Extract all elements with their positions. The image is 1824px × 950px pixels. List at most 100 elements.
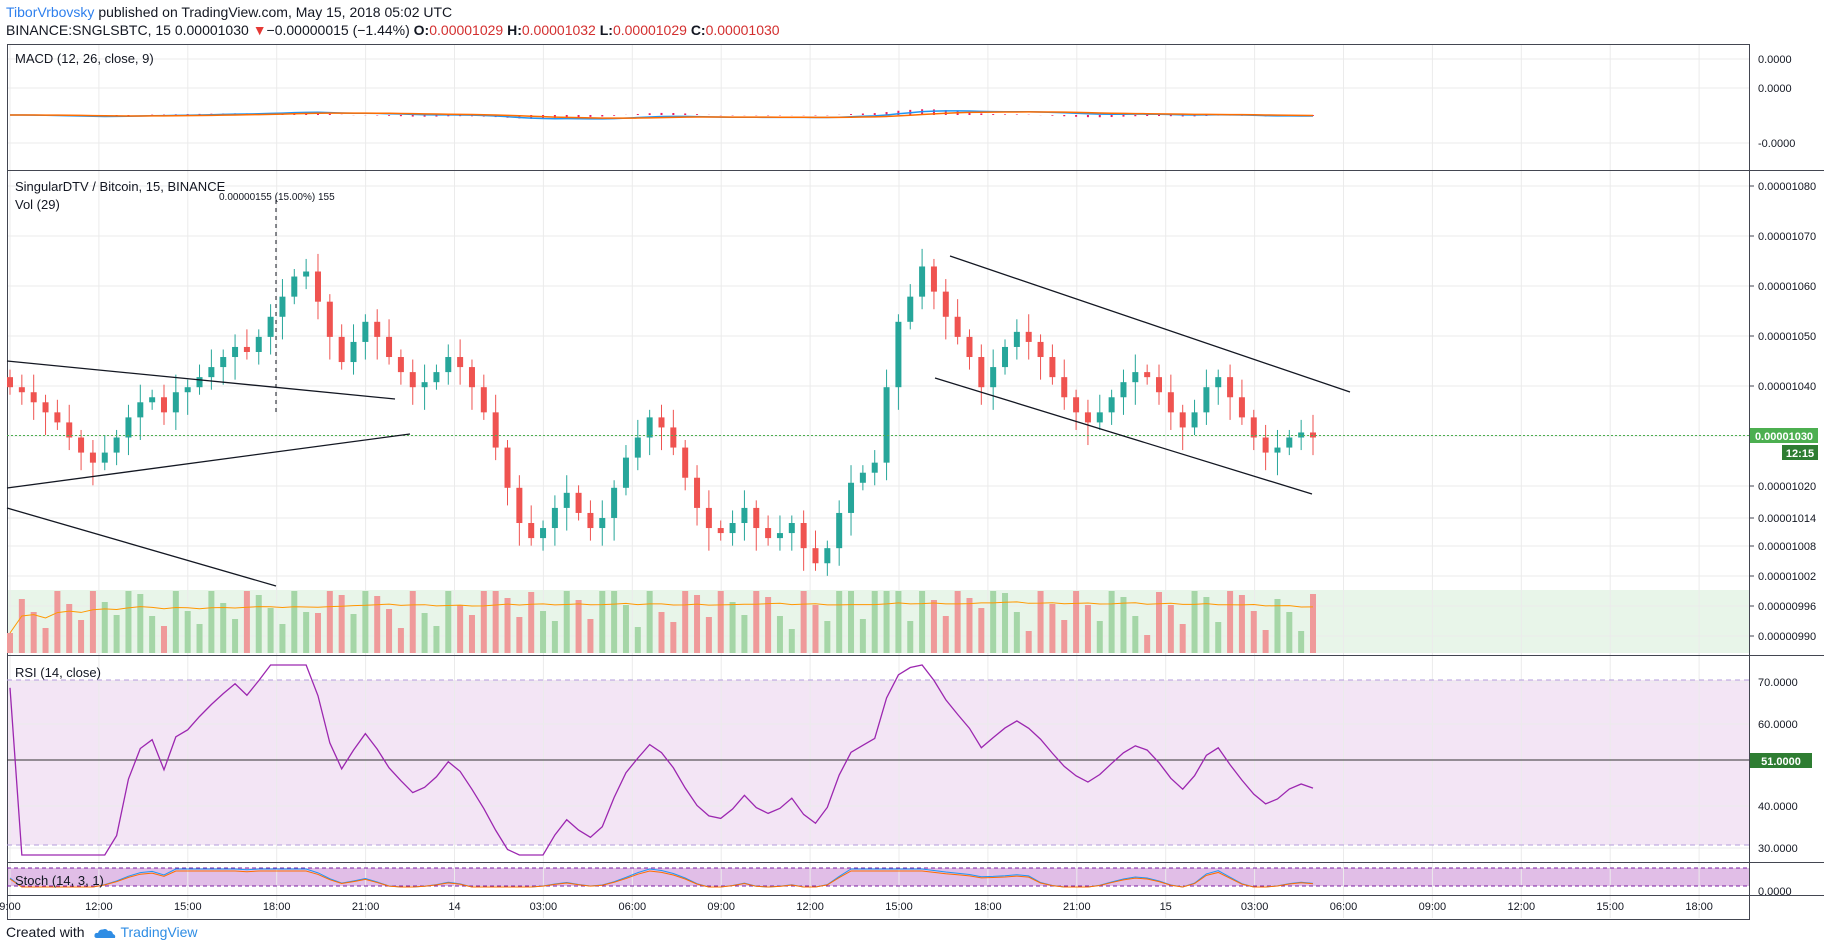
volume-bar xyxy=(658,612,665,653)
volume-bar xyxy=(990,591,997,653)
candle-body xyxy=(599,517,606,529)
volume-bars xyxy=(7,591,1316,653)
volume-bar xyxy=(18,599,25,653)
candle-body xyxy=(575,492,582,513)
volume-bar xyxy=(871,591,878,653)
volume-bar xyxy=(859,619,866,653)
candle-body xyxy=(1262,437,1269,453)
candle-body xyxy=(89,452,96,463)
candle-body xyxy=(1037,341,1044,358)
time-tick-label: 12:00 xyxy=(796,901,824,913)
rsi-tick-label: 30.0000 xyxy=(1758,843,1798,855)
volume-bar xyxy=(504,598,511,653)
grid xyxy=(7,44,1749,918)
rsi-value-badge xyxy=(1750,753,1812,768)
volume-bar xyxy=(1179,624,1186,653)
published-text: published on TradingView.com, May 15, 20… xyxy=(98,4,453,20)
volume-bar xyxy=(492,591,499,653)
candle-body xyxy=(149,397,156,403)
candle-body xyxy=(895,321,902,388)
time-tick-label: 03:00 xyxy=(1241,901,1269,913)
volume-bar xyxy=(255,595,262,653)
price-scales[interactable]: 0.00001080 0.00001070 0.00001060 0.00001050… xyxy=(1749,54,1816,898)
rsi-tick-label: 70.0000 xyxy=(1758,677,1798,689)
volume-bar xyxy=(1073,591,1080,653)
volume-bar xyxy=(113,615,120,653)
volume-bar xyxy=(303,612,310,653)
candle-body xyxy=(326,301,333,337)
candle-body xyxy=(504,447,511,488)
author-link[interactable]: TiborVrbovsky xyxy=(6,4,95,20)
volume-bar xyxy=(160,626,167,653)
volume-bar xyxy=(374,596,381,653)
volume-bar xyxy=(729,602,736,653)
tradingview-brand[interactable]: TradingView xyxy=(120,924,198,940)
volume-bar xyxy=(445,591,452,653)
stoch-title: Stoch (14, 3, 1) xyxy=(15,873,104,888)
candle-body xyxy=(113,437,120,453)
time-badge-text: 12:15 xyxy=(1786,448,1814,460)
volume-bar xyxy=(220,603,227,653)
volume-bar xyxy=(1274,599,1281,653)
candle-body xyxy=(160,397,167,413)
volume-bar xyxy=(7,633,13,653)
candle-body xyxy=(753,507,760,529)
volume-bar xyxy=(397,628,404,653)
candlesticks xyxy=(7,248,1316,576)
signal-line xyxy=(9,111,1314,119)
volume-bar xyxy=(1262,630,1269,653)
open-label: O: xyxy=(413,22,430,38)
stoch-band-lines xyxy=(7,867,1749,887)
volume-bar xyxy=(314,613,321,653)
time-tick-label: 06:00 xyxy=(1330,901,1358,913)
time-tick-label: 14 xyxy=(448,901,460,913)
candle-body xyxy=(824,548,831,564)
symbol-label: BINANCE:SNGLSBTC, 15 xyxy=(6,22,171,38)
candle-body xyxy=(1310,432,1316,438)
candle-body xyxy=(291,276,298,297)
volume-bar xyxy=(540,611,547,653)
volume-bar xyxy=(480,591,487,653)
time-tick-label: 21:00 xyxy=(352,901,380,913)
volume-bar xyxy=(291,591,298,653)
candle-body xyxy=(137,402,144,418)
change-arrow-icon: ▼ xyxy=(252,22,267,38)
publish-info: TiborVrbovsky published on TradingView.c… xyxy=(6,4,452,20)
candle-body xyxy=(776,533,783,539)
candle-body xyxy=(350,341,357,363)
volume-bar xyxy=(149,616,156,653)
time-tick-label: 12:00 xyxy=(1508,901,1536,913)
time-tick-label: 18:00 xyxy=(974,901,1002,913)
volume-bar xyxy=(1037,591,1044,653)
candle-body xyxy=(540,528,547,539)
candle-body xyxy=(836,512,843,549)
change-value: −0.00000015 (−1.44%) xyxy=(266,22,410,38)
trendlines[interactable] xyxy=(6,255,1351,587)
candle-body xyxy=(883,387,890,463)
candle-body xyxy=(800,523,807,549)
candle-body xyxy=(255,336,262,352)
time-badge xyxy=(1782,445,1818,460)
low-value: 0.00001029 xyxy=(612,22,687,38)
stoch-band xyxy=(7,868,1749,886)
volume-bar xyxy=(1144,635,1151,653)
candle-body xyxy=(990,367,997,388)
volume-bar xyxy=(575,600,582,653)
volume-bar xyxy=(599,591,606,653)
candle-body xyxy=(54,412,61,423)
price-tick-label: 0.00001008 xyxy=(1758,541,1816,553)
candle-body xyxy=(1013,331,1020,347)
volume-bar xyxy=(800,591,807,653)
candle-body xyxy=(1203,387,1210,413)
candle-body xyxy=(196,377,203,388)
price-tick-label: 0.00001002 xyxy=(1758,571,1816,583)
candle-body xyxy=(942,291,949,317)
candle-body xyxy=(314,271,321,302)
candle-body xyxy=(172,392,179,413)
candle-body xyxy=(1061,377,1068,398)
high-label: H: xyxy=(507,22,522,38)
time-axis[interactable]: 9:00 12:00 15:00 18:00 21:00 14 03:00 06:00 09:0… xyxy=(0,901,1713,913)
time-tick-label: 21:00 xyxy=(1063,901,1091,913)
candle-body xyxy=(101,452,108,463)
